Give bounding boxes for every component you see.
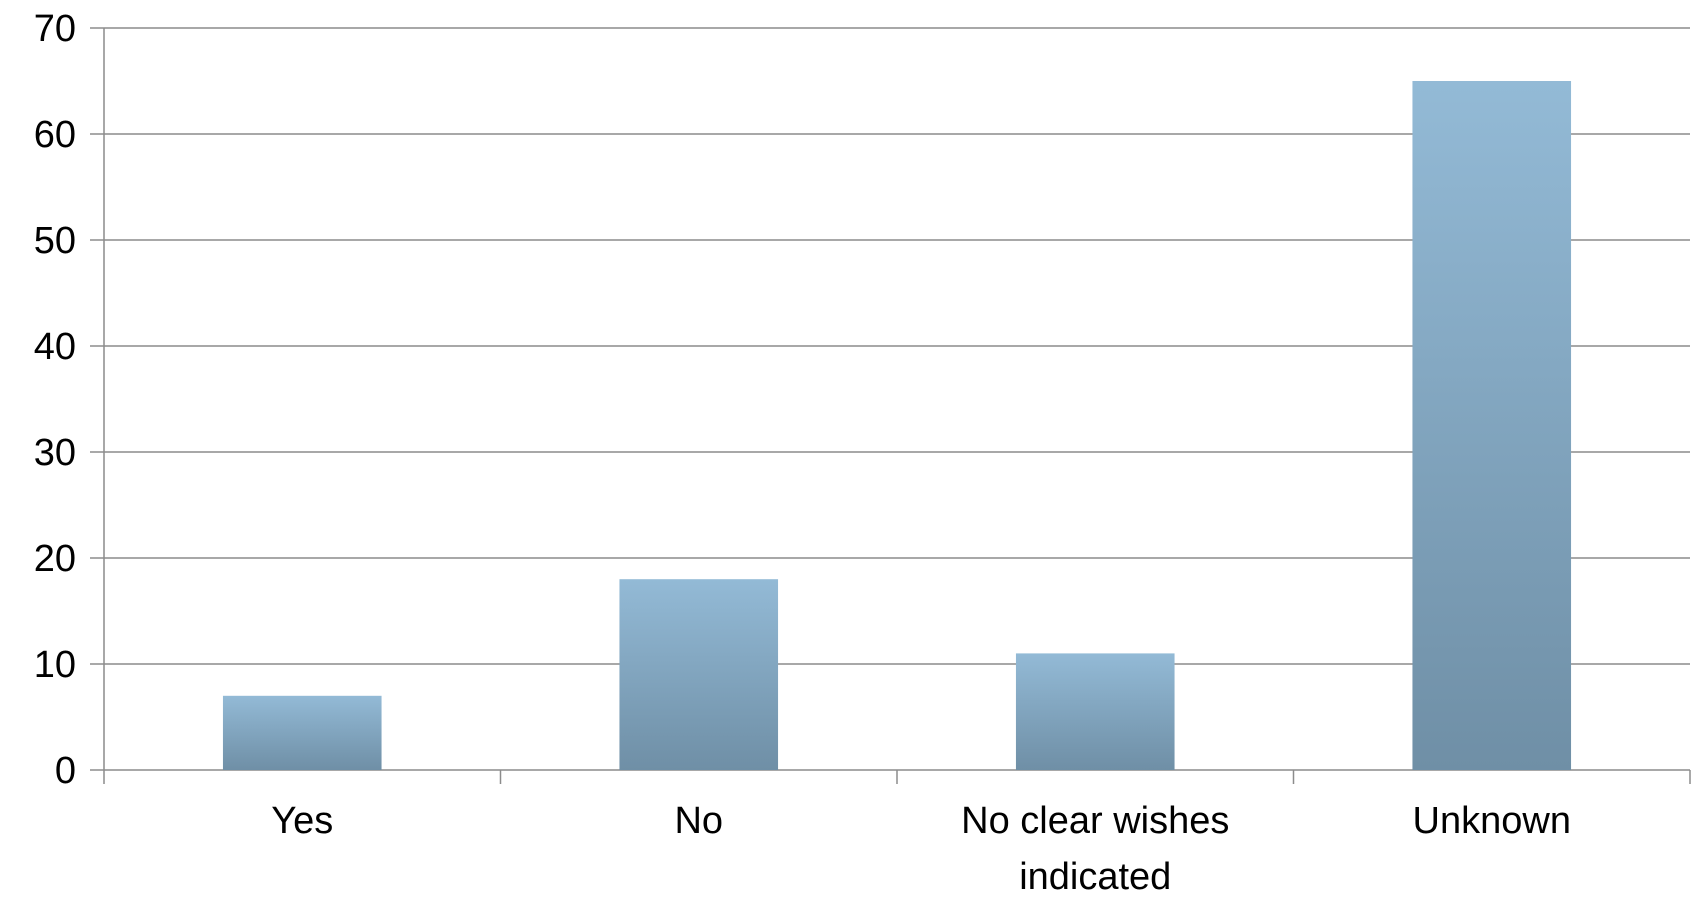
bar-unknown [1412,81,1572,770]
bar-no-clear-wishes-indicated [1015,653,1175,770]
x-category-label: No clear wishes indicated [961,800,1229,898]
x-category-label: Unknown [1413,800,1571,842]
x-category-label-line: Unknown [1413,800,1571,842]
x-category-label-line: Yes [271,800,333,842]
y-tick-label: 60 [34,114,76,156]
y-tick-label: 30 [34,432,76,474]
x-category-label-line: indicated [1019,856,1171,898]
y-tick-label: 0 [55,750,76,792]
x-category-label-line: No clear wishes [961,800,1229,842]
y-tick-labels: 0 10 20 30 40 50 60 70 [34,8,76,792]
y-tick-label: 10 [34,644,76,686]
bar-no [619,579,779,770]
x-category-label: Yes [271,800,333,842]
y-tick-label: 70 [34,8,76,50]
x-category-label-line: No [674,800,723,842]
y-tick-label: 50 [34,220,76,262]
bar-yes [222,695,382,770]
grid-lines [104,27,1690,665]
y-tick-label: 20 [34,538,76,580]
bars [222,81,1572,770]
y-tick-label: 40 [34,326,76,368]
x-category-label: No [674,800,723,842]
x-category-labels: Yes No No clear wishes indicated Unknown [271,800,1571,898]
